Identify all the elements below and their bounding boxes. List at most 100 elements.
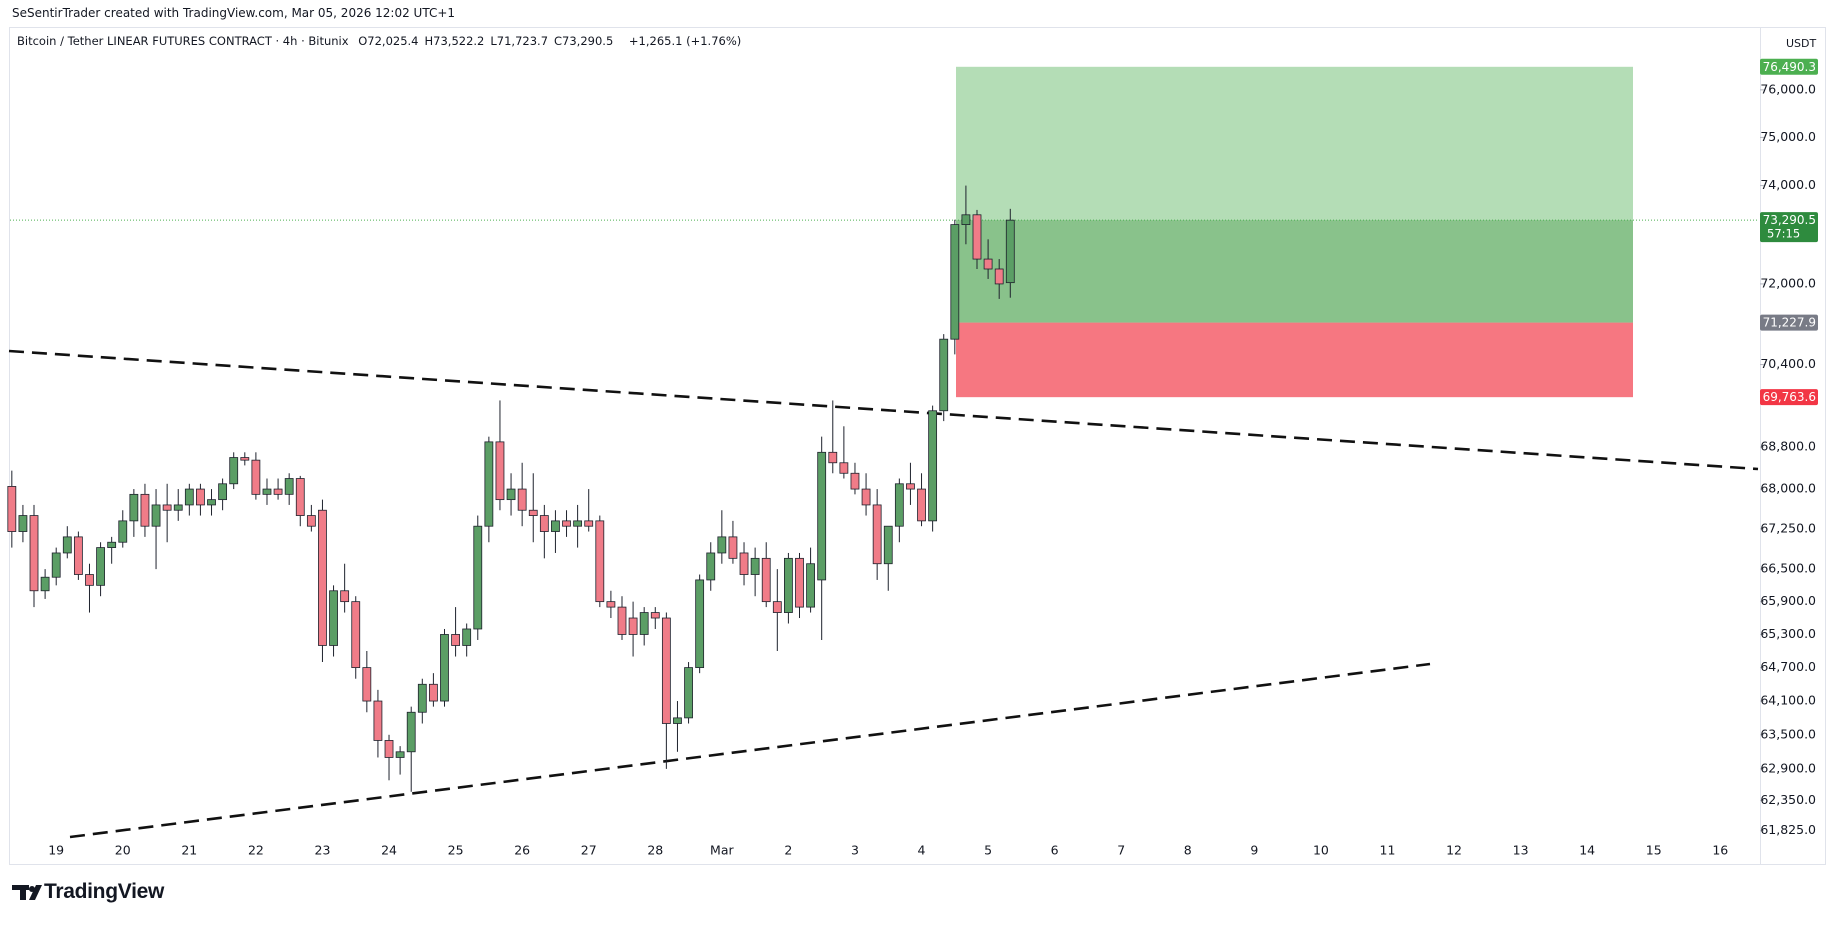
y-tick-label: 65,900.0 bbox=[1760, 593, 1816, 608]
entry-box bbox=[1760, 314, 1818, 331]
candle-body bbox=[62, 536, 72, 554]
legend-value: 72,025.4 bbox=[367, 34, 419, 48]
candle-body bbox=[983, 258, 993, 270]
x-tick-label: 19 bbox=[48, 843, 64, 858]
x-tick-label: 24 bbox=[381, 843, 397, 858]
candle-body bbox=[539, 515, 549, 532]
candle-body bbox=[140, 493, 150, 527]
candle-body bbox=[673, 717, 682, 724]
symbol-name: Bitcoin / Tether LINEAR FUTURES CONTRACT… bbox=[17, 34, 349, 48]
legend-key: L bbox=[490, 34, 497, 48]
candle-body bbox=[207, 499, 216, 506]
trendline-lower bbox=[69, 662, 1431, 839]
open-profit-zone bbox=[956, 220, 1633, 323]
candle-body bbox=[306, 515, 316, 527]
y-tick-label: 62,350.0 bbox=[1760, 792, 1816, 807]
candle-body bbox=[107, 541, 117, 548]
candle-body bbox=[639, 612, 649, 635]
y-tick-label: 74,000.0 bbox=[1760, 177, 1816, 192]
candle-body bbox=[828, 451, 838, 464]
y-tick-label: 64,700.0 bbox=[1760, 659, 1816, 674]
x-tick-label: 26 bbox=[514, 843, 530, 858]
symbol-legend: Bitcoin / Tether LINEAR FUTURES CONTRACT… bbox=[17, 34, 747, 48]
chart-frame bbox=[9, 27, 1826, 865]
candle-body bbox=[273, 488, 283, 495]
y-tick-label: 61,825.0 bbox=[1760, 822, 1816, 837]
y-tick-label: 66,500.0 bbox=[1760, 561, 1816, 576]
candle-body bbox=[817, 451, 827, 581]
candle-body bbox=[40, 576, 50, 592]
candle-body bbox=[795, 557, 804, 608]
y-tick-label: 76,000.0 bbox=[1760, 81, 1816, 96]
candle-body bbox=[284, 478, 294, 495]
x-tick-label: 22 bbox=[248, 843, 264, 858]
candle-body bbox=[240, 457, 250, 461]
candle-body bbox=[551, 520, 560, 532]
trendlines bbox=[8, 349, 1759, 839]
candle-body bbox=[406, 711, 416, 753]
y-tick-label: 67,250.0 bbox=[1760, 520, 1816, 535]
loss-zone bbox=[956, 322, 1633, 398]
x-tick-label: 28 bbox=[647, 843, 663, 858]
legend-key: C bbox=[554, 34, 563, 48]
candle-body bbox=[362, 667, 372, 702]
candle-body bbox=[484, 441, 494, 527]
candle-body bbox=[173, 504, 183, 511]
candle-body bbox=[262, 488, 272, 495]
candle-body bbox=[340, 590, 350, 603]
candle-body bbox=[229, 457, 239, 485]
currency-label: USDT bbox=[1786, 37, 1817, 50]
change: +1,265.1 (+1.76%) bbox=[628, 34, 742, 48]
candle-body bbox=[562, 520, 571, 527]
ohlc-legend: O72,025.4 H73,522.2 L71,723.7 C73,290.5 bbox=[358, 34, 619, 48]
candle-body bbox=[595, 520, 605, 603]
candle-body bbox=[129, 493, 139, 522]
candle-body bbox=[506, 488, 516, 501]
x-tick-label: 27 bbox=[581, 843, 597, 858]
x-tick-label: 21 bbox=[181, 843, 197, 858]
x-tick-label: 4 bbox=[918, 843, 926, 858]
x-tick-label: 15 bbox=[1646, 843, 1662, 858]
candle-body bbox=[517, 488, 527, 511]
candle-body bbox=[162, 504, 172, 511]
target-label: 76,490.3 bbox=[1763, 60, 1816, 74]
candle-body bbox=[906, 483, 915, 490]
x-tick-label: 23 bbox=[315, 843, 331, 858]
candle-body bbox=[650, 612, 660, 619]
y-tick-label: 63,500.0 bbox=[1760, 726, 1816, 741]
candle-body bbox=[861, 488, 871, 506]
candle-body bbox=[373, 700, 383, 741]
candle-body bbox=[51, 552, 61, 578]
y-tick-label: 68,000.0 bbox=[1760, 481, 1816, 496]
candle-body bbox=[184, 488, 194, 506]
x-tick-label: 16 bbox=[1712, 843, 1728, 858]
candle-body bbox=[661, 617, 671, 724]
legend-value: 71,723.7 bbox=[496, 34, 549, 48]
x-tick-label: 6 bbox=[1051, 843, 1059, 858]
candle-body bbox=[606, 601, 616, 608]
candle-body bbox=[428, 683, 438, 702]
x-tick-label: 9 bbox=[1250, 843, 1258, 858]
candle-body bbox=[295, 478, 305, 516]
stop-label: 69,763.6 bbox=[1763, 390, 1816, 404]
y-tick-label: 75,000.0 bbox=[1760, 129, 1816, 144]
candle-body bbox=[318, 509, 327, 646]
candle-body bbox=[628, 617, 638, 635]
candle-body bbox=[839, 462, 849, 474]
profit-zone bbox=[956, 66, 1633, 323]
y-tick-label: 72,000.0 bbox=[1760, 275, 1816, 290]
x-tick-label: 2 bbox=[784, 843, 792, 858]
candle-body bbox=[96, 547, 105, 586]
candle-body bbox=[384, 740, 394, 758]
candle-body bbox=[251, 459, 261, 495]
candle-body bbox=[18, 515, 28, 532]
candle-body bbox=[440, 634, 449, 702]
candle-body bbox=[118, 520, 128, 543]
x-tick-label: 20 bbox=[115, 843, 131, 858]
y-tick-label: 68,800.0 bbox=[1760, 439, 1816, 454]
candle-body bbox=[218, 483, 228, 501]
candle-body bbox=[917, 488, 926, 522]
y-tick-label: 62,900.0 bbox=[1760, 760, 1816, 775]
candle-body bbox=[73, 536, 83, 575]
